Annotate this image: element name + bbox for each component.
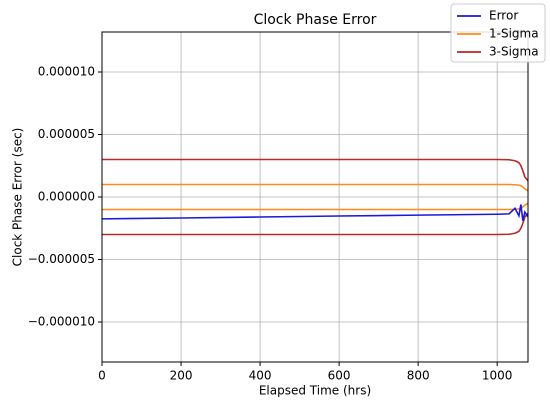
x-tick-label: 800 (407, 369, 430, 383)
legend-label: 1-Sigma (489, 27, 539, 41)
x-tick-label: 400 (249, 369, 272, 383)
data-line (102, 183, 529, 192)
y-tick-label: 0.000010 (38, 65, 95, 79)
legend-box (450, 3, 546, 63)
data-line (102, 158, 529, 182)
y-axis-label: Clock Phase Error (sec) (11, 128, 25, 267)
x-tick-label: 600 (328, 369, 351, 383)
data-line (101, 204, 529, 221)
legend-label: 3-Sigma (489, 45, 539, 59)
plot-frame (101, 31, 529, 363)
y-tick-label: 0.000000 (38, 190, 95, 204)
x-tick-label: 200 (170, 369, 193, 383)
y-tick-label: −0.000005 (28, 252, 95, 266)
x-tick-label: 1000 (482, 369, 513, 383)
y-tick-label: 0.000005 (38, 127, 95, 141)
data-line (102, 202, 529, 211)
chart-title: Clock Phase Error (254, 12, 377, 28)
y-tick-label: −0.000010 (28, 315, 95, 329)
data-line (102, 212, 529, 236)
legend-label: Error (489, 9, 518, 23)
x-tick-label: 0 (98, 369, 106, 383)
x-axis-label: Elapsed Time (hrs) (259, 384, 371, 398)
